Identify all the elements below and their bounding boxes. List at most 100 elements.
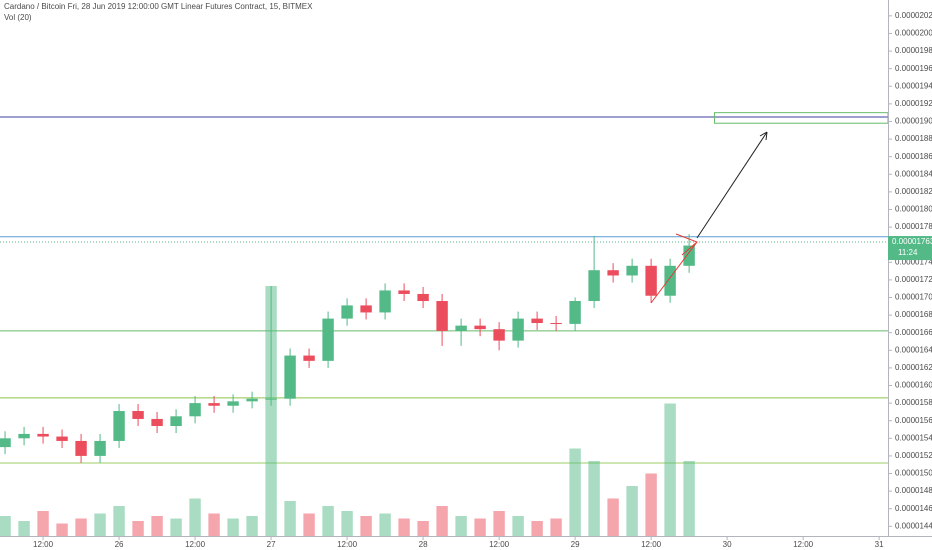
candle-body: [227, 401, 239, 406]
candle-body: [607, 270, 619, 276]
x-tick-label: 31: [875, 540, 884, 549]
candle-body: [151, 418, 163, 426]
candle-body: [664, 265, 676, 296]
candle-body: [246, 398, 258, 402]
volume-bar: [569, 448, 581, 536]
volume-bar: [322, 506, 334, 536]
volume-bar: [417, 521, 429, 536]
chart-title: Cardano / Bitcoin Fri, 28 Jun 2019 12:00…: [4, 2, 313, 11]
candle-body: [37, 433, 49, 437]
x-tick-label: 30: [723, 540, 732, 549]
volume-bar: [227, 518, 239, 536]
volume-bar: [0, 516, 11, 536]
volume-bar: [360, 516, 372, 536]
candle-body: [569, 301, 581, 324]
candle-body: [550, 323, 562, 325]
candle-body: [341, 305, 353, 319]
candle-body: [189, 403, 201, 417]
last-price-tag: [888, 236, 932, 261]
volume-bar: [341, 511, 353, 536]
candle-body: [645, 265, 657, 296]
volume-bar: [56, 523, 68, 536]
candle-body: [360, 305, 372, 313]
candle-body: [474, 325, 486, 330]
x-tick-label: 12:00: [33, 540, 54, 549]
volume-bar: [531, 521, 543, 536]
volume-bar: [113, 506, 125, 536]
volume-bar: [94, 513, 106, 536]
volume-bar: [493, 511, 505, 536]
x-tick-label: 28: [419, 540, 428, 549]
volume-bar: [284, 501, 296, 536]
volume-bar: [398, 518, 410, 536]
indicator-label: Vol (20): [4, 13, 32, 22]
volume-bar: [550, 518, 562, 536]
x-tick-label: 12:00: [793, 540, 814, 549]
candle-body: [170, 416, 182, 426]
candle-body: [398, 290, 410, 294]
candle-body: [265, 398, 277, 400]
triangle-pattern: [650, 233, 698, 304]
candle-body: [436, 301, 448, 331]
arrow-line: [696, 131, 768, 239]
volume-bar: [645, 473, 657, 536]
candle-body: [284, 355, 296, 399]
x-tick-label: 26: [115, 540, 124, 549]
candle-body: [683, 245, 695, 266]
candle-body: [455, 325, 467, 331]
candle-body: [417, 293, 429, 302]
candle-body: [113, 411, 125, 441]
candle-body: [531, 318, 543, 324]
y-tick-label: 0.00002020: [895, 11, 932, 20]
x-tick-label: 12:00: [489, 540, 510, 549]
candle-body: [208, 403, 220, 406]
volume-bar: [265, 286, 277, 536]
candle-body: [379, 290, 391, 313]
candle-body: [75, 440, 87, 456]
volume-bar: [436, 506, 448, 536]
candle-body: [303, 355, 315, 361]
x-tick-label: 12:00: [337, 540, 358, 549]
candle-body: [18, 433, 30, 439]
arrow-head: [759, 131, 768, 141]
volume-bar: [151, 516, 163, 536]
x-tick-label: 29: [571, 540, 580, 549]
volume-bar: [626, 486, 638, 536]
volume-bar: [170, 518, 182, 536]
volume-bar: [189, 498, 201, 536]
candle-body: [626, 265, 638, 276]
volume-bar: [588, 461, 600, 536]
candle-body: [493, 329, 505, 341]
volume-bar: [75, 518, 87, 536]
volume-bar: [18, 521, 30, 536]
last-price-label: 0.00001763: [892, 237, 932, 246]
volume-bar: [379, 513, 391, 536]
